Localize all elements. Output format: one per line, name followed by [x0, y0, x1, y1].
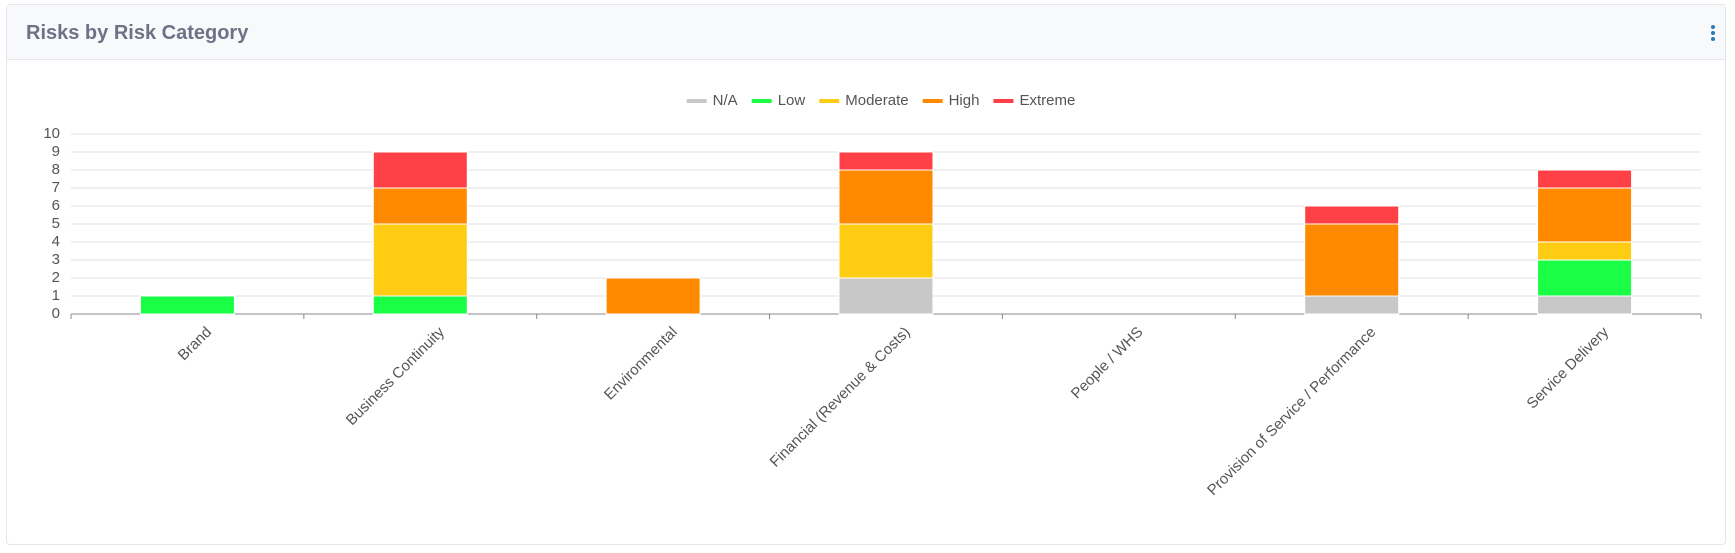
y-tick-label: 5	[52, 215, 60, 232]
bar-segment	[838, 277, 934, 315]
x-tick-label: People / WHS	[1068, 324, 1147, 403]
x-tick-label: Brand	[175, 324, 215, 364]
legend: N/A Low Moderate High Extreme	[686, 92, 1075, 109]
x-tick-label: Business Continuity	[343, 323, 449, 429]
legend-label: High	[949, 92, 980, 109]
y-tick-label: 7	[52, 179, 60, 196]
bar-segment	[372, 223, 468, 297]
bar-segment	[605, 277, 701, 315]
x-tick-label: Service Delivery	[1524, 323, 1613, 412]
bar-segment	[1304, 205, 1400, 225]
legend-label: Low	[778, 92, 806, 109]
bar-segment	[838, 151, 934, 171]
y-tick-label: 8	[52, 161, 60, 178]
menu-button[interactable]	[1711, 25, 1715, 43]
y-tick-label: 1	[52, 287, 60, 304]
bar-segment	[1537, 295, 1633, 315]
bar-segment	[139, 295, 235, 315]
legend-label: Moderate	[845, 92, 908, 109]
chart-title: Risks by Risk Category	[26, 22, 249, 44]
bar-segment	[1304, 223, 1400, 297]
bar-segment	[1537, 259, 1633, 297]
bar-segment	[1304, 295, 1400, 315]
bar-segment	[372, 187, 468, 225]
legend-label: N/A	[713, 92, 738, 109]
y-tick-label: 0	[52, 305, 60, 322]
y-tick-label: 10	[43, 125, 60, 142]
bar-segment	[1537, 169, 1633, 189]
bar-segment	[372, 151, 468, 189]
x-tick-label: Financial (Revenue & Costs)	[767, 324, 914, 471]
card-header: Risks by Risk Category	[7, 5, 1725, 60]
bar-segment	[372, 295, 468, 315]
y-tick-label: 9	[52, 143, 60, 160]
legend-label: Extreme	[1019, 92, 1075, 109]
y-tick-label: 3	[52, 251, 60, 268]
bar-segment	[838, 169, 934, 225]
card: Risks by Risk Category	[6, 4, 1726, 545]
x-tick-label: Provision of Service / Performance	[1204, 324, 1379, 499]
y-tick-label: 2	[52, 269, 60, 286]
x-tick-label: Environmental	[601, 324, 681, 404]
bar-segment	[1537, 187, 1633, 243]
y-tick-label: 4	[52, 233, 60, 250]
y-tick-label: 6	[52, 197, 60, 214]
bar-segment	[1537, 241, 1633, 261]
bar-segment	[838, 223, 934, 279]
